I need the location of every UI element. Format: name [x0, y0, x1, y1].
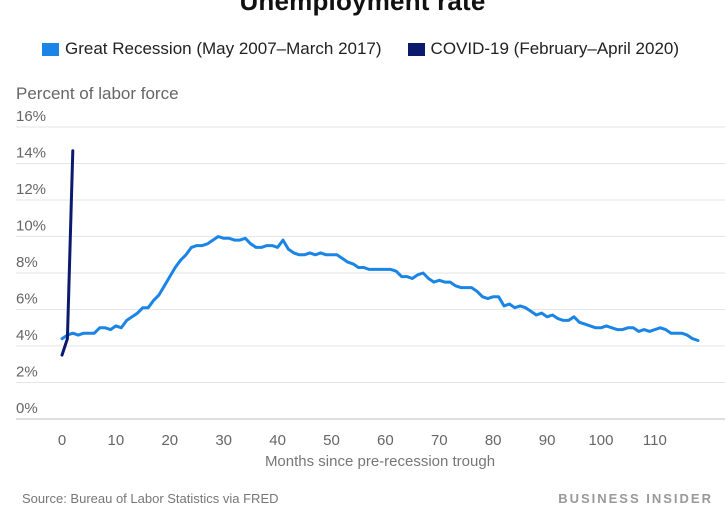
- y-tick-label: 16%: [16, 108, 46, 125]
- y-tick-label: 6%: [16, 291, 38, 308]
- x-axis-label: Months since pre-recession trough: [265, 453, 495, 470]
- y-tick-label: 0%: [16, 400, 38, 417]
- y-axis-label: Percent of labor force: [16, 84, 179, 103]
- series-line-covid: [60, 149, 75, 357]
- series-lines: [60, 149, 700, 357]
- x-tick-label: 30: [215, 432, 232, 449]
- y-tick-label: 14%: [16, 145, 46, 162]
- x-tick-label: 110: [643, 432, 667, 449]
- legend-label-great-recession: Great Recession (May 2007–March 2017): [65, 39, 382, 58]
- x-tick-label: 70: [431, 432, 448, 449]
- x-tick-label: 60: [377, 432, 394, 449]
- x-tick-label: 100: [588, 432, 613, 449]
- x-tick-label: 20: [161, 432, 178, 449]
- y-tick-label: 2%: [16, 364, 38, 381]
- source-note: Source: Bureau of Labor Statistics via F…: [22, 491, 279, 506]
- x-tick-labels: 0 10 20 30 40 50 60 70 80 90 100 110: [58, 432, 667, 449]
- y-tick-label: 10%: [16, 218, 46, 235]
- y-tick-label: 8%: [16, 254, 38, 271]
- y-tick-label: 4%: [16, 327, 38, 344]
- legend: Great Recession (May 2007–March 2017) CO…: [42, 38, 705, 60]
- x-tick-label: 10: [108, 432, 125, 449]
- x-tick-label: 90: [539, 432, 556, 449]
- x-tick-label: 50: [323, 432, 340, 449]
- x-tick-label: 0: [58, 432, 66, 449]
- chart-title: Unemployment rate: [239, 0, 486, 16]
- legend-item-great-recession: Great Recession (May 2007–March 2017): [42, 39, 382, 59]
- publisher-credit: BUSINESS INSIDER: [558, 491, 713, 506]
- legend-swatch-covid: [407, 42, 425, 56]
- y-tick-label: 12%: [16, 181, 46, 198]
- y-tick-labels: 0% 2% 4% 6% 8% 10% 12% 14% 16%: [16, 108, 46, 417]
- x-tick-label: 80: [485, 432, 502, 449]
- legend-swatch-great-recession: [42, 42, 59, 56]
- legend-item-covid: COVID-19 (February–April 2020): [407, 39, 680, 59]
- series-line-great-recession: [60, 235, 700, 342]
- x-tick-label: 40: [269, 432, 286, 449]
- legend-label-covid: COVID-19 (February–April 2020): [430, 39, 680, 58]
- gridlines: [16, 126, 725, 420]
